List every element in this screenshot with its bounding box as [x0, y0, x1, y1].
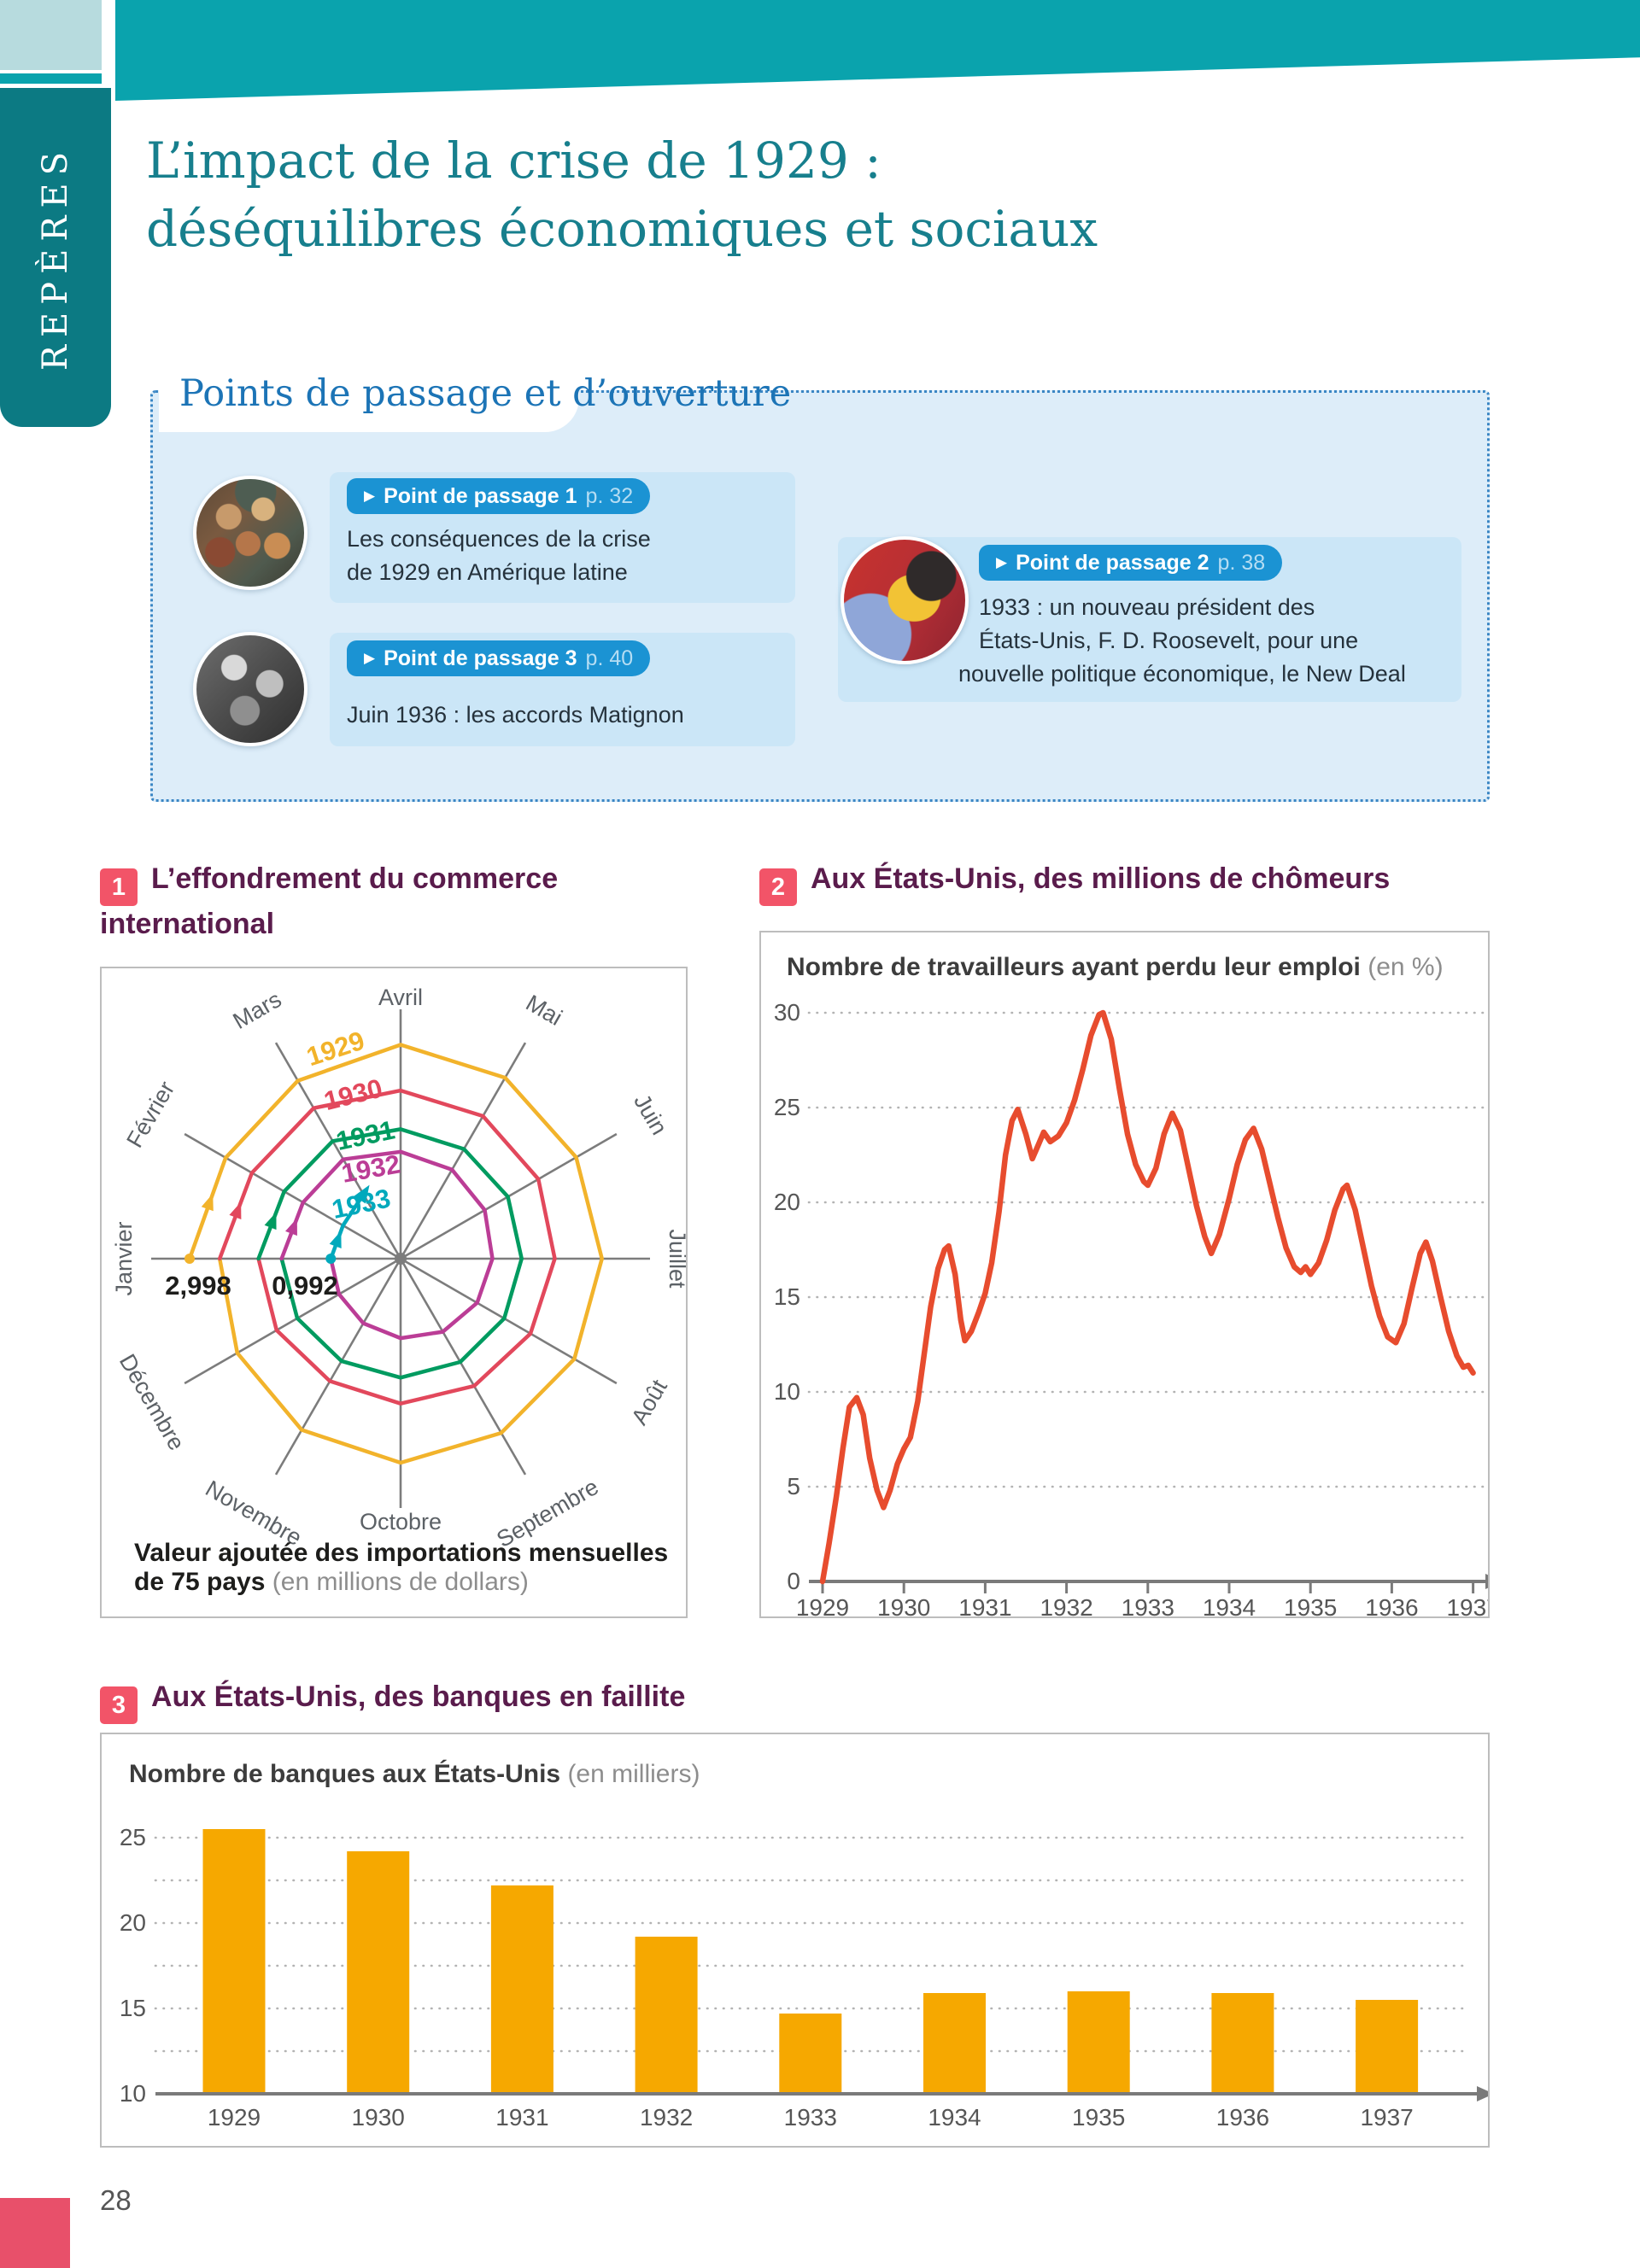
passage-link-2-label: Point de passage 2 — [1016, 550, 1210, 575]
chart-banks: Nombre de banques aux États-Unis (en mil… — [100, 1733, 1494, 2148]
imports-spiral-plot: Janvier Février Mars Avril Mai Juin Juillet Aoû… — [111, 985, 690, 1552]
chart-imports-spiral: Janvier Février Mars Avril Mai Juin Juillet Aoû… — [100, 967, 690, 1618]
passage-link-2-page: p. 38 — [1217, 550, 1266, 575]
passage-link-1-page: p. 32 — [585, 483, 634, 508]
svg-text:0: 0 — [787, 1568, 800, 1594]
svg-text:1929: 1929 — [303, 1026, 368, 1073]
spiral-caption: Valeur ajoutée des importations mensuell… — [134, 1539, 669, 1596]
svg-text:15: 15 — [120, 1995, 146, 2021]
corner-accent-square — [0, 0, 102, 70]
svg-text:Août: Août — [626, 1375, 672, 1429]
section-3-number: 3 — [100, 1686, 138, 1725]
svg-text:1930: 1930 — [877, 1594, 930, 1616]
svg-text:1937: 1937 — [1360, 2104, 1413, 2131]
svg-text:1931: 1931 — [958, 1594, 1011, 1616]
banks-chart-title: Nombre de banques aux États-Unis (en mil… — [129, 1760, 700, 1788]
sidebar-tab-reperes[interactable]: REPÈRES — [0, 88, 111, 427]
svg-text:Décembre: Décembre — [114, 1350, 190, 1455]
svg-text:1937: 1937 — [1446, 1594, 1488, 1616]
section-1-number: 1 — [100, 868, 138, 907]
svg-text:1935: 1935 — [1072, 2104, 1125, 2131]
svg-text:1930: 1930 — [321, 1073, 385, 1116]
svg-text:15: 15 — [774, 1283, 800, 1310]
svg-text:Juin: Juin — [629, 1090, 672, 1139]
section-3-heading: 3 Aux États-Unis, des banques en faillite — [100, 1679, 869, 1725]
svg-text:1931: 1931 — [495, 2104, 548, 2131]
section-2-heading: 2 Aux États-Unis, des millions de chômeur… — [759, 861, 1494, 907]
section-2-number: 2 — [759, 868, 797, 907]
header-band — [115, 0, 1640, 101]
svg-text:10: 10 — [120, 2080, 146, 2107]
svg-text:1935: 1935 — [1284, 1594, 1337, 1616]
arrow-right-icon: ▶ — [364, 650, 376, 666]
svg-text:1932: 1932 — [1040, 1594, 1092, 1616]
passage-link-3-page: p. 40 — [585, 646, 634, 670]
arrow-right-icon: ▶ — [364, 488, 376, 504]
svg-text:1932: 1932 — [339, 1149, 402, 1188]
svg-text:20: 20 — [774, 1189, 800, 1215]
passage-link-3[interactable]: ▶ Point de passage 3 p. 40 — [347, 640, 651, 676]
chart-unemployment: Nombre de travailleurs ayant perdu leur … — [759, 931, 1502, 1621]
svg-text:1936: 1936 — [1365, 1594, 1418, 1616]
svg-text:Mars: Mars — [229, 986, 286, 1034]
page-title-line2: déséquilibres économiques et sociaux — [146, 200, 1098, 259]
svg-text:0,992: 0,992 — [272, 1271, 338, 1301]
section-1-heading: 1 L’effondrement du commerce internationa… — [100, 862, 559, 941]
matignon-photo-image — [193, 632, 308, 746]
svg-text:Octobre: Octobre — [360, 1509, 442, 1534]
svg-text:Février: Février — [121, 1077, 179, 1152]
svg-text:1933: 1933 — [1122, 1594, 1174, 1616]
svg-text:25: 25 — [774, 1094, 800, 1120]
page-number: 28 — [100, 2184, 132, 2216]
new-deal-poster-image — [840, 536, 969, 664]
passage-link-2[interactable]: ▶ Point de passage 2 p. 38 — [979, 545, 1283, 581]
svg-text:1934: 1934 — [1203, 1594, 1256, 1616]
svg-text:1932: 1932 — [640, 2104, 693, 2131]
banks-plot: 10 15 20 25 1929 1930 1931 1932 1933 1934 1935 1936… — [120, 1824, 1494, 2131]
points-de-passage-heading: Points de passage et d’ouverture — [179, 372, 792, 415]
unemployment-plot: 0 5 10 15 20 25 30 1929 1930 1931 1932 1933 1934 1935… — [774, 999, 1502, 1621]
svg-text:2,998: 2,998 — [165, 1271, 231, 1301]
corner-pink-square — [0, 2198, 70, 2268]
svg-text:5: 5 — [787, 1473, 800, 1499]
svg-text:25: 25 — [120, 1824, 146, 1850]
page-title: L’impact de la crise de 1929 : déséquili… — [146, 126, 1555, 263]
svg-text:1929: 1929 — [796, 1594, 849, 1616]
passage-link-1-label: Point de passage 1 — [384, 483, 577, 508]
svg-text:Mai: Mai — [522, 990, 567, 1031]
svg-text:Janvier: Janvier — [111, 1221, 137, 1295]
arrow-right-icon: ▶ — [996, 554, 1008, 570]
passage-item-3-text: Juin 1936 : les accords Matignon — [347, 702, 684, 728]
svg-text:1936: 1936 — [1216, 2104, 1269, 2131]
crowd-painting-image — [193, 476, 308, 590]
svg-text:30: 30 — [774, 999, 800, 1026]
svg-text:1933: 1933 — [784, 2104, 837, 2131]
unemployment-chart-title: Nombre de travailleurs ayant perdu leur … — [787, 953, 1444, 981]
svg-text:10: 10 — [774, 1378, 800, 1405]
points-de-passage-heading-tab — [159, 362, 579, 432]
passage-item-1-text: Les conséquences de la crise de 1929 en … — [347, 526, 651, 586]
passage-link-3-label: Point de passage 3 — [384, 646, 577, 670]
sidebar-tab-label: REPÈRES — [36, 143, 75, 371]
svg-text:Avril: Avril — [378, 985, 423, 1010]
corner-accent-strip — [0, 73, 102, 84]
svg-text:1934: 1934 — [928, 2104, 981, 2131]
svg-text:20: 20 — [120, 1909, 146, 1936]
passage-item-2-text: 1933 : un nouveau président des États-Un… — [958, 594, 1406, 687]
svg-text:1930: 1930 — [352, 2104, 405, 2131]
svg-text:1933: 1933 — [329, 1183, 393, 1225]
svg-text:Juillet: Juillet — [665, 1229, 686, 1289]
page-title-line1: L’impact de la crise de 1929 : — [146, 132, 882, 190]
svg-text:1929: 1929 — [208, 2104, 261, 2131]
passage-link-1[interactable]: ▶ Point de passage 1 p. 32 — [347, 478, 651, 514]
